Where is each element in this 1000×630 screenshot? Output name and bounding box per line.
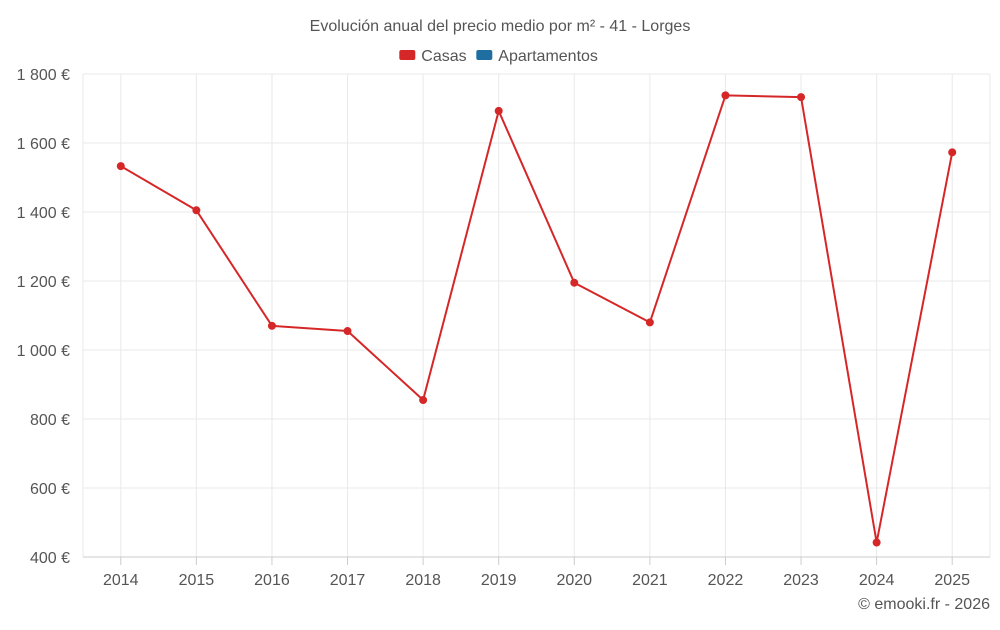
x-tick-label: 2024 bbox=[859, 572, 895, 589]
credit-text: © emooki.fr - 2026 bbox=[858, 596, 990, 613]
data-point bbox=[570, 278, 579, 287]
data-point bbox=[419, 396, 428, 405]
y-tick-label: 1 200 € bbox=[17, 274, 70, 291]
x-tick-label: 2015 bbox=[179, 572, 215, 589]
legend-item-apartamentos: Apartamentos bbox=[476, 48, 598, 65]
legend-swatch bbox=[399, 50, 416, 60]
legend: Casas Apartamentos bbox=[399, 48, 598, 65]
legend-item-casas: Casas bbox=[399, 48, 467, 65]
x-tick-label: 2023 bbox=[783, 572, 819, 589]
x-tick-label: 2021 bbox=[632, 572, 668, 589]
y-tick-label: 600 € bbox=[30, 481, 70, 498]
y-axis: 400 € 600 € 800 € 1 000 € 1 200 € 1 400 € 1 60… bbox=[17, 67, 70, 567]
x-axis: 2014 2015 2016 2017 2018 2019 2020 2021 2022 2023… bbox=[83, 556, 990, 589]
legend-swatch bbox=[476, 50, 493, 60]
data-point bbox=[116, 162, 125, 171]
x-tick-label: 2014 bbox=[103, 572, 139, 589]
x-tick-label: 2017 bbox=[330, 572, 366, 589]
data-point bbox=[721, 91, 730, 100]
legend-label: Apartamentos bbox=[498, 48, 598, 65]
x-tick-label: 2016 bbox=[254, 572, 290, 589]
y-tick-label: 1 000 € bbox=[17, 343, 70, 360]
legend-label: Casas bbox=[421, 48, 466, 65]
x-tick-label: 2020 bbox=[556, 572, 592, 589]
x-tick-label: 2025 bbox=[934, 572, 970, 589]
data-point bbox=[645, 318, 654, 327]
data-point bbox=[872, 538, 881, 547]
data-point bbox=[948, 148, 957, 157]
chart-title: Evolución anual del precio medio por m² … bbox=[310, 18, 691, 35]
data-point bbox=[192, 206, 201, 215]
y-tick-label: 800 € bbox=[30, 412, 70, 429]
data-point bbox=[797, 93, 806, 102]
data-point bbox=[343, 327, 352, 336]
grid bbox=[82, 73, 991, 557]
y-tick-label: 1 800 € bbox=[17, 67, 70, 84]
data-point bbox=[494, 106, 503, 115]
y-tick-label: 1 400 € bbox=[17, 205, 70, 222]
y-tick-label: 1 600 € bbox=[17, 136, 70, 153]
x-tick-label: 2018 bbox=[405, 572, 441, 589]
data-point bbox=[267, 321, 276, 330]
series-layer bbox=[116, 91, 957, 547]
y-tick-label: 400 € bbox=[30, 550, 70, 567]
x-tick-label: 2022 bbox=[708, 572, 744, 589]
series-line-casas bbox=[120, 94, 954, 544]
x-tick-label: 2019 bbox=[481, 572, 517, 589]
